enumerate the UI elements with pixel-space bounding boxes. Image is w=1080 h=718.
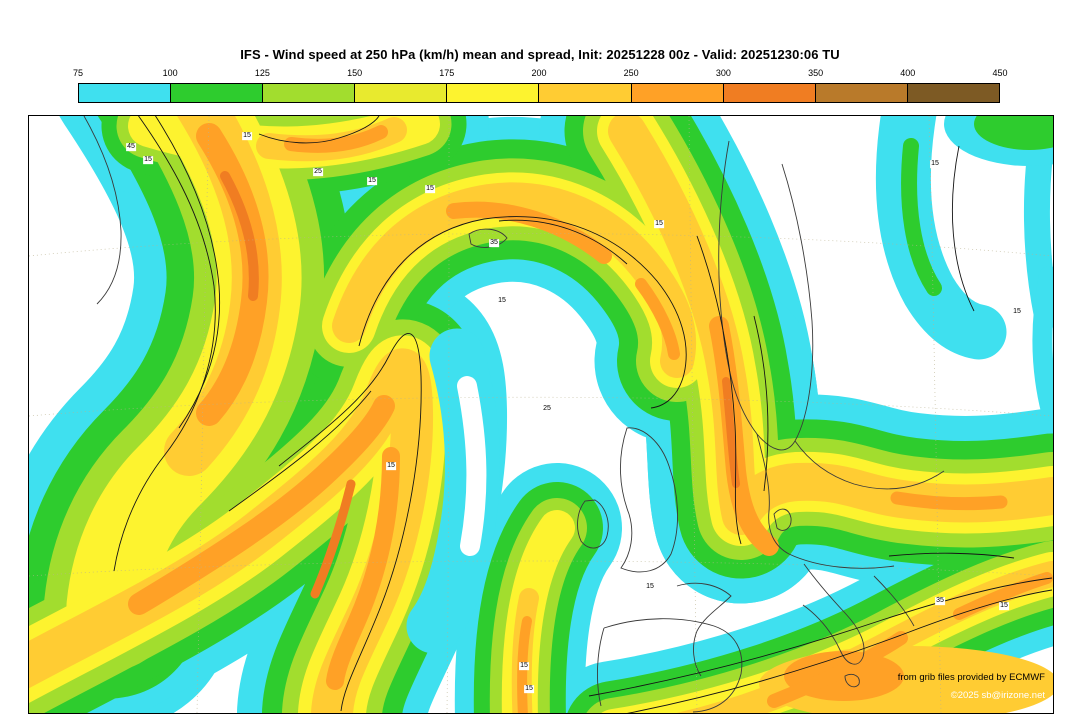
chart-title: IFS - Wind speed at 250 hPa (km/h) mean … [240,47,840,62]
attribution-copyright: ©2025 sb@irizone.net [950,690,1045,701]
coast-iceland [468,228,508,248]
colorbar-tick: 100 [162,68,178,78]
colorbar-segment [263,84,356,102]
colorbar-segment [907,84,999,102]
coast-iberia [597,618,743,713]
colorbar-tick: 350 [808,68,824,78]
colorbar-segment [79,84,172,102]
coast-britain [620,427,678,573]
colorbar-track [78,83,1000,103]
graticule [29,116,1053,713]
wind-speed-field [29,116,1053,713]
colorbar-tick: 200 [531,68,547,78]
coast-greenland [83,116,122,305]
colorbar-tick: 75 [72,68,84,78]
colorbar-segment [171,84,264,102]
coastlines [83,116,945,713]
weather-map [29,116,1053,713]
colorbar-ticks: 75 100 125 150 175 200 250 300 350 400 450 [73,68,1008,80]
colorbar-tick: 125 [254,68,270,78]
spread-contours [113,116,1053,713]
coast-scandinavia [718,140,814,451]
coast-france [676,582,732,677]
colorbar-tick: 300 [715,68,731,78]
map-panel: from grib files provided by ECMWF ©2025 … [28,115,1054,714]
coast-denmark [773,508,792,531]
colorbar-tick: 400 [900,68,916,78]
coast-italy [802,563,865,665]
colorbar-tick: 150 [347,68,363,78]
colorbar-segment [815,84,908,102]
attribution-source: from grib files provided by ECMWF [897,672,1045,683]
coast-ireland [577,499,609,549]
colorbar-tick: 175 [439,68,455,78]
colorbar-segment [355,84,448,102]
colorbar-segment [723,84,816,102]
colorbar-segment [447,84,540,102]
coast-sicily [844,673,860,688]
colorbar-tick: 450 [992,68,1008,78]
coast-baltic [756,433,945,569]
colorbar-segment [631,84,724,102]
coast-balkans [873,575,915,627]
colorbar-segment [539,84,632,102]
colorbar-tick: 250 [623,68,639,78]
